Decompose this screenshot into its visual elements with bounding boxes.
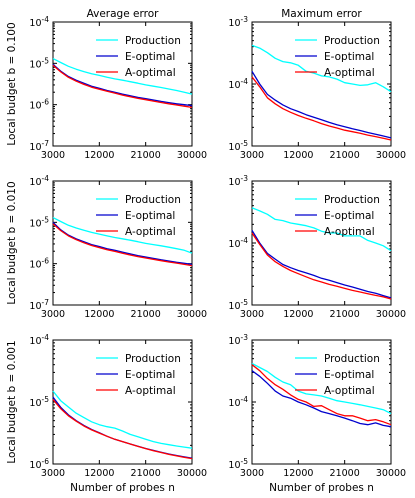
x-tick-label: 21000 <box>131 309 161 320</box>
series-line-production <box>52 217 193 254</box>
x-tick-label: 3000 <box>240 468 264 479</box>
y-tick-label: 10-6 <box>29 457 49 471</box>
x-axis-label: Number of probes n <box>70 482 175 494</box>
legend-label: Production <box>125 353 181 365</box>
series-line-a-optimal <box>52 64 193 109</box>
legend-label: A-optimal <box>125 385 176 397</box>
y-tick-label: 10-3 <box>228 333 248 347</box>
series-line-production <box>251 44 392 93</box>
y-tick-label: 10-6 <box>29 257 49 271</box>
y-tick-label: 10-3 <box>228 174 248 188</box>
y-tick-label: 10-4 <box>29 174 49 188</box>
y-tick-label: 10-4 <box>228 395 248 409</box>
panel-0: Average error 10-7 10-6 10-5 10-4 3000 12000 21… <box>29 8 207 161</box>
legend-label: Production <box>324 35 380 47</box>
series-line-e-optimal <box>251 229 392 299</box>
legend-label: A-optimal <box>324 226 375 238</box>
x-tick-label: 3000 <box>41 309 65 320</box>
series-line-e-optimal <box>251 370 392 428</box>
x-tick-label: 12000 <box>84 309 114 320</box>
series-line-a-optimal <box>251 76 392 141</box>
legend-label: Production <box>324 194 380 206</box>
x-axis-label: Number of probes n <box>269 482 374 494</box>
y-tick-label: 10-5 <box>228 298 248 312</box>
y-tick-label: 10-5 <box>228 139 248 153</box>
legend-label: A-optimal <box>324 385 375 397</box>
x-tick-label: 3000 <box>41 150 65 161</box>
x-tick-label: 3000 <box>240 150 264 161</box>
panel-2: 10-7 10-6 10-5 10-4 3000 12000 21000 30000 Produ… <box>29 174 207 320</box>
plot-frame <box>251 21 392 147</box>
legend-label: E-optimal <box>125 369 175 381</box>
y-tick-label: 10-7 <box>29 139 49 153</box>
series-line-e-optimal <box>251 70 392 139</box>
x-tick-label: 21000 <box>330 150 360 161</box>
series-line-a-optimal <box>251 364 392 426</box>
legend-label: A-optimal <box>125 67 176 79</box>
x-tick-label: 21000 <box>131 150 161 161</box>
series-line-production <box>251 362 392 415</box>
panel-title: Average error <box>87 8 160 20</box>
x-tick-label: 30000 <box>376 468 406 479</box>
plot-frame <box>251 180 392 306</box>
y-tick-label: 10-4 <box>228 236 248 250</box>
legend-label: A-optimal <box>125 226 176 238</box>
x-tick-label: 21000 <box>330 309 360 320</box>
y-tick-label: 10-6 <box>29 98 49 112</box>
plot-frame <box>52 339 193 465</box>
series-line-a-optimal <box>52 223 193 267</box>
legend-label: E-optimal <box>324 210 374 222</box>
panel-3: 10-5 10-4 10-3 3000 12000 21000 30000 Productio… <box>228 174 406 320</box>
x-tick-label: 3000 <box>240 309 264 320</box>
legend-label: E-optimal <box>125 51 175 63</box>
row-label-1: Local budget b = 0.010 <box>6 181 18 304</box>
legend-label: E-optimal <box>125 210 175 222</box>
row-label-2: Local budget b = 0.001 <box>6 340 18 463</box>
plot-frame <box>52 21 193 147</box>
x-tick-label: 21000 <box>330 468 360 479</box>
legend-label: E-optimal <box>324 369 374 381</box>
x-tick-label: 30000 <box>177 309 207 320</box>
legend-label: A-optimal <box>324 67 375 79</box>
legend-label: Production <box>125 35 181 47</box>
x-tick-label: 21000 <box>131 468 161 479</box>
row-label-0: Local budget b = 0.100 <box>6 22 18 145</box>
series-line-production <box>52 390 193 449</box>
legend-label: Production <box>125 194 181 206</box>
y-tick-label: 10-4 <box>29 15 49 29</box>
legend-label: E-optimal <box>324 51 374 63</box>
y-tick-label: 10-5 <box>228 457 248 471</box>
y-tick-label: 10-4 <box>29 333 49 347</box>
x-tick-label: 30000 <box>376 150 406 161</box>
plot-frame <box>52 180 193 306</box>
y-tick-label: 10-3 <box>228 15 248 29</box>
y-tick-label: 10-5 <box>29 215 49 229</box>
series-line-e-optimal <box>52 63 193 107</box>
panel-title: Maximum error <box>281 8 362 20</box>
y-tick-label: 10-5 <box>29 56 49 70</box>
y-tick-label: 10-5 <box>29 395 49 409</box>
legend-label: Production <box>324 353 380 365</box>
y-tick-label: 10-7 <box>29 298 49 312</box>
y-tick-label: 10-4 <box>228 77 248 91</box>
series-line-a-optimal <box>52 398 193 460</box>
x-tick-label: 12000 <box>283 468 313 479</box>
panel-1: Maximum error 10-5 10-4 10-3 3000 12000 21000 3… <box>228 8 406 161</box>
x-tick-label: 12000 <box>283 150 313 161</box>
x-tick-label: 12000 <box>84 468 114 479</box>
x-tick-label: 30000 <box>177 150 207 161</box>
x-tick-label: 30000 <box>177 468 207 479</box>
series-line-production <box>52 58 193 95</box>
x-tick-label: 30000 <box>376 309 406 320</box>
plot-frame <box>251 339 392 465</box>
x-tick-label: 12000 <box>84 150 114 161</box>
x-tick-label: 3000 <box>41 468 65 479</box>
x-tick-label: 12000 <box>283 309 313 320</box>
series-line-e-optimal <box>52 221 193 266</box>
series-line-a-optimal <box>251 232 392 300</box>
series-line-production <box>251 207 392 252</box>
